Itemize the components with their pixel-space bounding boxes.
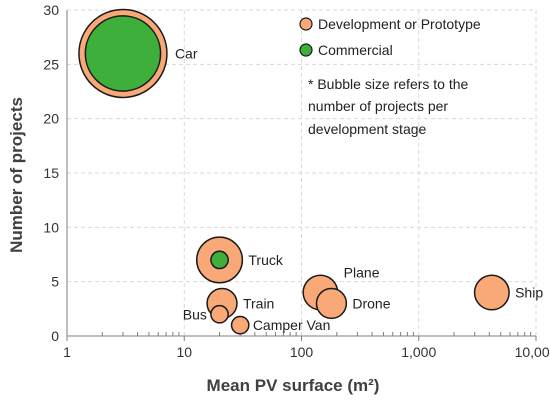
bubble-development-ship bbox=[473, 274, 510, 311]
y-tick-labels: 0 5 10 15 20 25 30 bbox=[43, 2, 59, 344]
legend-swatch-commercial bbox=[299, 43, 313, 57]
x-tick-label-1: 1 bbox=[63, 344, 71, 360]
y-tick-label-5: 5 bbox=[51, 274, 59, 290]
point-label-camper-van: Camper Van bbox=[253, 317, 331, 333]
y-axis-title: Number of projects bbox=[7, 97, 26, 253]
legend: Development or Prototype Commercial bbox=[299, 16, 481, 58]
bubble-development-bus bbox=[210, 304, 229, 324]
point-label-ship: Ship bbox=[515, 285, 543, 301]
y-tick-label-20: 20 bbox=[43, 111, 59, 127]
point-labels: Car Truck Plane Drone Ship Train Bus Camper Van bbox=[175, 45, 543, 333]
point-label-car: Car bbox=[175, 45, 198, 61]
point-label-truck: Truck bbox=[248, 252, 283, 268]
note-line-3: development stage bbox=[308, 121, 427, 137]
x-tick-labels: 1 10 100 1,000 10,000 bbox=[63, 344, 550, 360]
point-label-train: Train bbox=[243, 295, 274, 311]
bubble-size-note: * Bubble size refers to the number of pr… bbox=[308, 76, 469, 137]
y-tick-label-10: 10 bbox=[43, 219, 59, 235]
x-tick-label-1000: 1,000 bbox=[401, 344, 436, 360]
point-label-plane: Plane bbox=[344, 265, 380, 281]
point-label-drone: Drone bbox=[352, 295, 390, 311]
y-tick-label-30: 30 bbox=[43, 2, 59, 18]
x-axis-title: Mean PV surface (m²) bbox=[207, 376, 380, 395]
grid-lines bbox=[67, 9, 537, 336]
axes bbox=[66, 10, 537, 341]
point-label-bus: Bus bbox=[183, 306, 207, 322]
note-line-2: number of projects per bbox=[308, 98, 448, 114]
y-tick-label-15: 15 bbox=[43, 165, 59, 181]
legend-label-commercial: Commercial bbox=[318, 42, 393, 58]
x-tick-label-10: 10 bbox=[176, 344, 192, 360]
note-line-1: * Bubble size refers to the bbox=[308, 76, 469, 92]
bubble-development-drone bbox=[315, 287, 348, 320]
x-tick-label-10000: 10,000 bbox=[515, 344, 550, 360]
legend-label-development: Development or Prototype bbox=[318, 16, 481, 32]
y-tick-label-0: 0 bbox=[51, 328, 59, 344]
bubbles bbox=[78, 8, 510, 335]
x-tick-label-100: 100 bbox=[290, 344, 314, 360]
bubble-commercial-truck bbox=[210, 250, 229, 270]
y-tick-label-25: 25 bbox=[43, 56, 59, 72]
bubble-commercial-car bbox=[84, 15, 162, 92]
bubble-development-camper-van bbox=[230, 315, 250, 335]
legend-swatch-development bbox=[299, 17, 313, 31]
